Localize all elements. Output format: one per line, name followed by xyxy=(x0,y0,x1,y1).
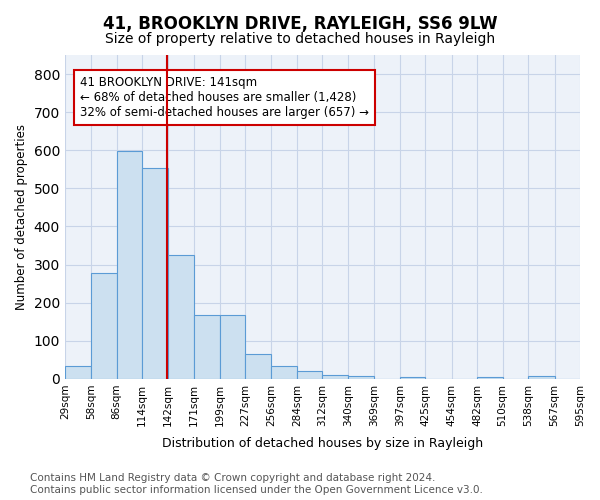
Bar xyxy=(65,366,91,379)
Bar xyxy=(116,152,142,379)
Bar xyxy=(528,376,554,379)
Bar xyxy=(167,255,194,379)
Bar xyxy=(348,376,374,379)
Bar xyxy=(194,315,220,379)
Bar xyxy=(91,273,116,379)
Text: Size of property relative to detached houses in Rayleigh: Size of property relative to detached ho… xyxy=(105,32,495,46)
Bar xyxy=(245,354,271,379)
Text: 41 BROOKLYN DRIVE: 141sqm
← 68% of detached houses are smaller (1,428)
32% of se: 41 BROOKLYN DRIVE: 141sqm ← 68% of detac… xyxy=(80,76,369,119)
Bar xyxy=(271,366,297,379)
Bar xyxy=(297,372,322,379)
Bar xyxy=(477,377,503,379)
Bar xyxy=(400,377,425,379)
Y-axis label: Number of detached properties: Number of detached properties xyxy=(15,124,28,310)
Text: 41, BROOKLYN DRIVE, RAYLEIGH, SS6 9LW: 41, BROOKLYN DRIVE, RAYLEIGH, SS6 9LW xyxy=(103,15,497,33)
Bar xyxy=(322,374,348,379)
Bar xyxy=(220,315,245,379)
X-axis label: Distribution of detached houses by size in Rayleigh: Distribution of detached houses by size … xyxy=(162,437,483,450)
Text: Contains HM Land Registry data © Crown copyright and database right 2024.
Contai: Contains HM Land Registry data © Crown c… xyxy=(30,474,483,495)
Bar xyxy=(142,168,167,379)
